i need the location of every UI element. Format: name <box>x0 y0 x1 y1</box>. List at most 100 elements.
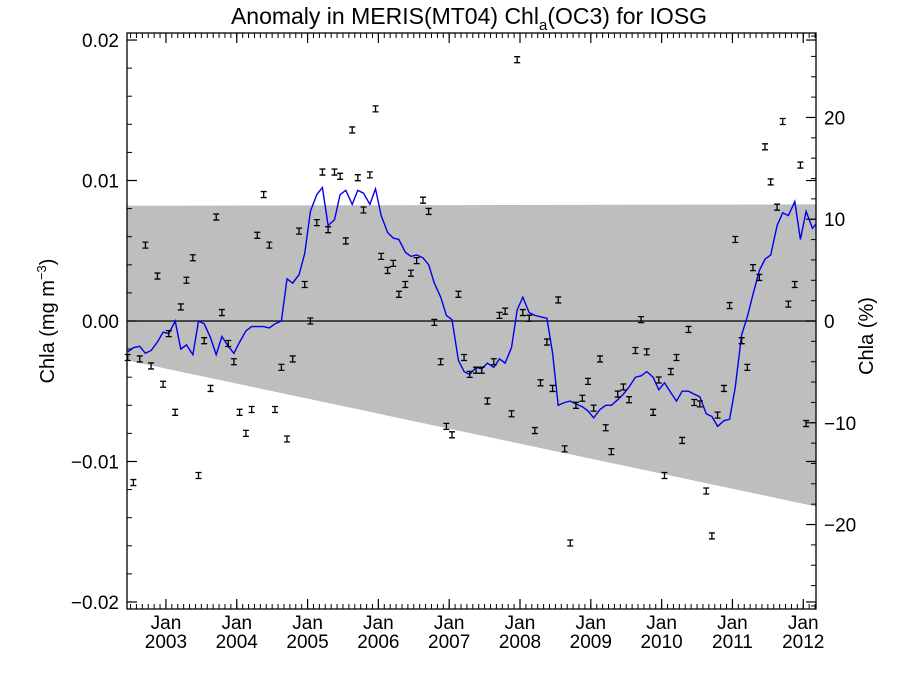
data-point <box>797 161 804 169</box>
data-point <box>307 317 314 325</box>
data-point <box>762 143 769 151</box>
error-bar <box>708 532 715 540</box>
data-point <box>218 308 225 317</box>
data-point <box>390 259 397 268</box>
error-bar <box>195 471 202 480</box>
data-point <box>183 276 190 284</box>
error-bar <box>183 276 190 284</box>
data-point <box>572 401 579 409</box>
data-point <box>284 435 291 443</box>
x-tick-month: Jan <box>151 613 182 634</box>
data-point <box>160 380 167 388</box>
error-bar <box>390 259 397 268</box>
data-point <box>213 213 220 221</box>
y2-tick-label: 10 <box>824 210 845 231</box>
error-bar <box>661 471 668 480</box>
y-tick-label: −0.01 <box>71 452 119 473</box>
error-bar <box>354 174 361 182</box>
data-point <box>714 411 721 419</box>
data-point <box>461 353 468 362</box>
error-bar <box>349 126 356 134</box>
data-point <box>749 263 756 272</box>
error-bar <box>413 256 420 265</box>
y2-tick-label: 20 <box>824 108 845 129</box>
error-bar <box>313 219 320 227</box>
error-bar <box>360 206 367 214</box>
error-bar <box>142 241 149 249</box>
data-point <box>597 355 604 363</box>
data-point <box>549 384 556 393</box>
error-bar <box>602 424 609 432</box>
error-bar <box>597 355 604 363</box>
y2-tick-label: 0 <box>824 312 835 333</box>
data-point <box>632 346 639 355</box>
error-bar <box>165 329 172 338</box>
data-point <box>779 117 786 126</box>
data-point <box>230 358 237 366</box>
error-bar <box>650 408 657 416</box>
error-bar <box>419 196 426 204</box>
data-point <box>319 168 326 176</box>
error-bar <box>484 397 491 405</box>
error-bar <box>679 436 686 445</box>
error-bar <box>207 384 214 393</box>
data-point <box>526 314 533 322</box>
error-bar <box>774 203 781 211</box>
error-bar <box>508 410 515 418</box>
error-bar <box>749 263 756 272</box>
data-points <box>125 56 810 547</box>
error-bar <box>431 318 438 327</box>
error-bar <box>691 398 698 407</box>
x-tick-month: Jan <box>221 613 252 634</box>
x-tick-year: 2007 <box>428 632 470 653</box>
error-bar <box>407 269 414 277</box>
data-point <box>349 126 356 134</box>
data-point <box>189 254 196 262</box>
y2-tick-label: −20 <box>824 516 856 537</box>
error-bar <box>213 213 220 221</box>
data-point <box>172 408 179 416</box>
error-bar <box>260 190 267 199</box>
error-bar <box>744 363 751 372</box>
error-bar <box>543 338 550 346</box>
error-bar <box>696 400 703 408</box>
x-tick-month: Jan <box>788 613 819 634</box>
error-bar <box>685 325 692 334</box>
error-bar <box>372 105 379 113</box>
axis-ticks <box>127 33 816 609</box>
data-point <box>384 266 391 275</box>
data-point <box>449 431 456 439</box>
error-bar <box>384 266 391 275</box>
error-bar <box>136 355 143 363</box>
data-point <box>696 400 703 408</box>
error-bar <box>620 383 627 391</box>
error-bar <box>490 358 497 366</box>
data-point <box>236 408 243 416</box>
error-bar <box>584 377 591 386</box>
data-point <box>584 377 591 386</box>
error-bar <box>160 380 167 388</box>
error-bar <box>236 408 243 416</box>
data-point <box>301 280 308 289</box>
error-bar <box>549 384 556 393</box>
data-point <box>313 219 320 227</box>
error-bar <box>177 303 184 311</box>
x-tick-month: Jan <box>434 613 465 634</box>
data-point <box>407 269 414 277</box>
data-point <box>437 358 444 366</box>
data-point <box>614 390 621 398</box>
data-point <box>289 355 296 363</box>
error-bar <box>803 419 810 428</box>
data-point <box>154 272 161 280</box>
data-point <box>726 301 733 310</box>
x-tick-year: 2012 <box>782 632 824 653</box>
data-point <box>514 56 521 64</box>
data-point <box>207 384 214 393</box>
data-point <box>225 339 232 348</box>
data-point <box>691 398 698 407</box>
error-bar <box>555 296 562 304</box>
data-point <box>177 303 184 311</box>
data-point <box>278 363 285 372</box>
data-point <box>537 379 544 387</box>
